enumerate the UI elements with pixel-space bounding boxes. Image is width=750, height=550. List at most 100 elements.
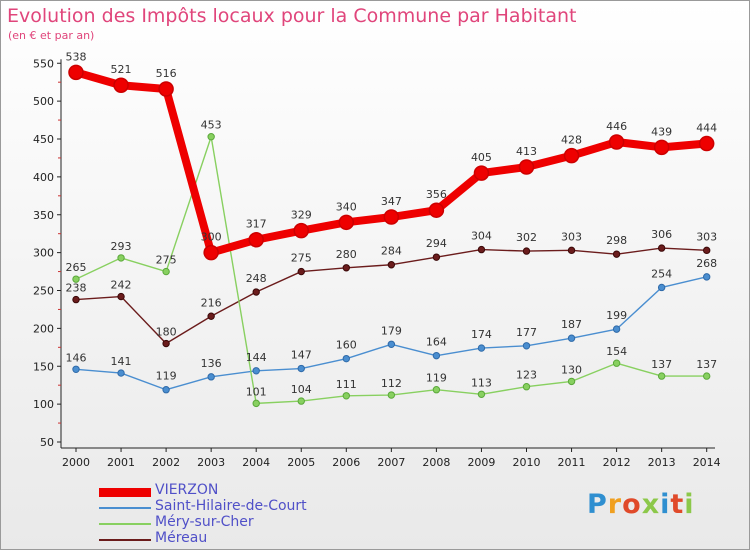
legend-item: Saint-Hilaire-de-Court	[99, 498, 349, 516]
series-line	[74, 68, 708, 257]
series-3	[72, 244, 711, 348]
data-label: 147	[291, 349, 312, 362]
data-point	[428, 202, 445, 218]
y-tick: 150	[33, 346, 61, 373]
data-point	[567, 334, 576, 342]
data-label: 104	[291, 383, 312, 396]
data-point	[117, 292, 125, 301]
y-tick-label: 400	[33, 171, 54, 184]
data-label: 113	[471, 376, 492, 389]
x-tick: 2012	[603, 448, 631, 469]
series-line	[75, 136, 707, 405]
data-point	[387, 340, 396, 348]
data-label: 347	[381, 195, 402, 208]
data-point	[203, 244, 219, 261]
data-label: 177	[516, 326, 537, 339]
data-point	[297, 364, 305, 373]
data-label: 136	[201, 357, 222, 370]
x-tick-label: 2012	[603, 456, 631, 469]
data-label: 303	[561, 230, 582, 243]
data-point	[297, 267, 305, 276]
data-point	[72, 295, 80, 304]
data-point	[432, 351, 441, 360]
data-point	[342, 264, 350, 272]
proxiti-logo: Proxiti	[587, 489, 695, 520]
x-tick: 2014	[693, 448, 721, 469]
y-tick: 550	[33, 57, 61, 70]
x-tick-label: 2000	[62, 456, 90, 469]
data-label: 187	[561, 318, 582, 331]
data-label: 112	[381, 377, 402, 390]
series-1	[72, 273, 711, 394]
data-point	[698, 135, 715, 152]
data-label: 199	[606, 309, 627, 322]
legend: VIERZON Saint-Hilaire-de-Court Méry-sur-Ch…	[99, 482, 349, 548]
data-point	[653, 139, 670, 156]
data-labels-1: 146 141 119 136 144 147 160 179 164 174 177 187 199 2…	[66, 257, 718, 383]
x-tick-label: 2013	[648, 456, 676, 469]
data-label: 538	[66, 50, 87, 63]
data-label: 303	[696, 230, 717, 243]
y-tick: 300	[33, 233, 61, 260]
legend-label: VIERZON	[155, 482, 219, 498]
data-point	[432, 386, 441, 394]
data-label: 123	[516, 369, 537, 382]
x-tick: 2000	[62, 448, 90, 469]
data-labels-3: 238 242 180 216 248 275 280 284 294 304 302 303 298 3…	[66, 228, 718, 338]
data-label: 101	[246, 385, 267, 398]
data-label: 242	[111, 279, 132, 292]
data-label: 280	[336, 248, 357, 261]
data-label: 248	[246, 272, 267, 285]
data-point	[563, 147, 580, 164]
data-label: 119	[156, 370, 177, 383]
data-label: 130	[561, 363, 582, 376]
data-label: 137	[696, 358, 717, 371]
x-tick-label: 2004	[242, 456, 270, 469]
data-label: 154	[606, 345, 627, 358]
x-tick: 2005	[287, 448, 315, 469]
data-point	[207, 373, 215, 381]
x-tick: 2010	[513, 448, 541, 469]
data-point	[657, 244, 666, 252]
data-label: 439	[651, 125, 672, 138]
y-tick-label: 300	[33, 247, 54, 260]
data-point	[72, 275, 80, 283]
data-point	[657, 283, 666, 292]
x-tick: 2001	[107, 448, 135, 469]
data-label: 275	[156, 254, 177, 267]
data-point	[342, 354, 350, 363]
data-point	[207, 312, 215, 320]
data-point	[703, 246, 711, 255]
data-label: 284	[381, 245, 402, 258]
chart-title: Evolution des Impôts locaux pour la Comm…	[7, 5, 577, 27]
x-tick: 2011	[558, 448, 586, 469]
data-point	[432, 253, 441, 261]
legend-label: Méreau	[155, 530, 208, 546]
x-tick-label: 2002	[152, 456, 180, 469]
y-tick: 100	[33, 384, 61, 411]
y-tick: 200	[33, 308, 61, 335]
data-point	[207, 133, 215, 141]
chart-subtitle: (en € et par an)	[8, 29, 95, 42]
data-label: 119	[426, 372, 447, 385]
x-tick: 2003	[197, 448, 225, 469]
x-tick-label: 2008	[422, 456, 450, 469]
data-point	[612, 359, 621, 367]
y-tick-label: 550	[33, 57, 54, 70]
legend-item: Méreau	[99, 530, 349, 548]
data-label: 306	[651, 228, 672, 241]
data-label: 304	[471, 230, 492, 243]
data-label: 444	[696, 122, 717, 135]
legend-swatch	[99, 539, 151, 541]
x-tick-label: 2009	[467, 456, 495, 469]
y-tick: 250	[33, 271, 61, 298]
y-tick-label: 150	[33, 360, 54, 373]
x-tick: 2002	[152, 448, 180, 469]
legend-swatch	[99, 487, 151, 497]
data-label: 329	[291, 209, 312, 222]
data-point	[162, 386, 170, 394]
x-tick: 2007	[377, 448, 405, 469]
data-label: 146	[66, 351, 87, 364]
